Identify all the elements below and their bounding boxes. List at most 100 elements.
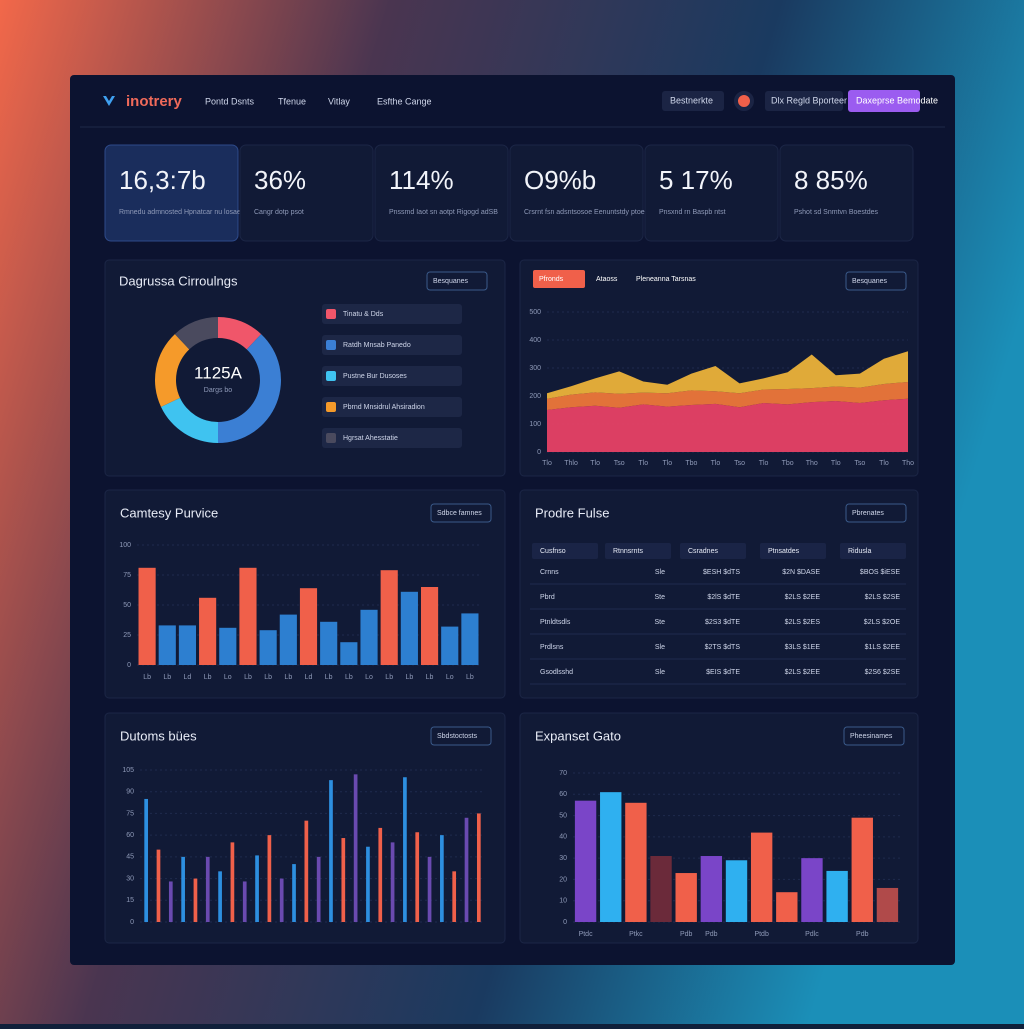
x-tick-label: Lb bbox=[345, 674, 353, 681]
primary-button-box[interactable] bbox=[848, 90, 920, 112]
bar bbox=[675, 873, 697, 922]
button[interactable]: Dlx Regld Bporteer bbox=[771, 95, 847, 105]
x-tick-label: Tbo bbox=[685, 460, 697, 467]
dropdown[interactable]: Pheesinames bbox=[850, 733, 893, 740]
button-box[interactable] bbox=[765, 91, 843, 111]
legend-label: Hgrsat Ahesstatie bbox=[343, 435, 398, 442]
x-tick-label: Lb bbox=[264, 674, 272, 681]
dropdown[interactable]: Pbrenates bbox=[852, 510, 884, 517]
dropdown-box[interactable] bbox=[430, 726, 492, 746]
x-tick-label: Tho bbox=[806, 460, 818, 467]
table-cell: Crnns bbox=[540, 569, 559, 576]
table-cell: Ste bbox=[654, 619, 665, 626]
donut-center-value: 1125A bbox=[194, 363, 243, 382]
bar bbox=[378, 827, 383, 922]
y-tick-label: 300 bbox=[529, 365, 541, 372]
dropdown[interactable]: Bestnerkte bbox=[670, 95, 713, 105]
nav-item[interactable]: Tfenue bbox=[278, 96, 306, 106]
dropdown-box[interactable] bbox=[426, 271, 488, 291]
kpi-label: Pnsxnd rn Baspb ntst bbox=[659, 209, 726, 216]
table-cell: $3LS $1EE bbox=[785, 644, 821, 651]
bar bbox=[218, 871, 222, 922]
bar bbox=[476, 813, 481, 922]
donut-center-label: Dargs bo bbox=[204, 387, 233, 394]
bar bbox=[420, 587, 439, 665]
x-tick-label: Ptdb bbox=[754, 931, 769, 938]
y-tick-label: 75 bbox=[126, 810, 134, 817]
y-tick-label: 30 bbox=[559, 855, 567, 862]
kpi-value: 16,3:7b bbox=[119, 165, 206, 195]
area bbox=[547, 382, 908, 410]
table-header-cell bbox=[605, 543, 671, 559]
x-tick-label: Tso bbox=[854, 460, 865, 467]
dropdown-box[interactable] bbox=[662, 91, 724, 111]
bar bbox=[181, 856, 185, 922]
y-tick-label: 90 bbox=[126, 789, 134, 796]
notification-icon[interactable] bbox=[734, 91, 754, 111]
bar bbox=[193, 878, 198, 922]
dropdown[interactable]: Sbdstoctosts bbox=[437, 733, 478, 740]
tab[interactable]: Pleneanna Tarsnas bbox=[636, 276, 696, 283]
table-header-cell bbox=[680, 543, 746, 559]
y-tick-label: 10 bbox=[559, 898, 567, 905]
bar bbox=[725, 860, 748, 922]
bar bbox=[366, 846, 370, 922]
y-tick-label: 200 bbox=[529, 393, 541, 400]
bar bbox=[242, 881, 247, 922]
tab[interactable]: Pfronds bbox=[539, 276, 564, 283]
chart-title: Dagrussa Cirroulngs bbox=[119, 273, 238, 288]
bar bbox=[390, 842, 395, 922]
table-cell: Ste bbox=[654, 594, 665, 601]
y-tick-label: 30 bbox=[126, 875, 134, 882]
kpi-value: 114% bbox=[389, 165, 454, 195]
y-tick-label: 70 bbox=[559, 770, 567, 777]
table-header-cell bbox=[760, 543, 826, 559]
bar bbox=[380, 570, 398, 665]
dropdown-box[interactable] bbox=[430, 503, 492, 523]
donut-segment bbox=[160, 397, 218, 443]
x-tick-label: Tlo bbox=[711, 460, 721, 467]
y-tick-label: 25 bbox=[123, 632, 131, 639]
kpi-label: Crsrnt fsn adsntsosoe Eenuntstdy ptoes p… bbox=[524, 209, 660, 216]
table-cell: Sle bbox=[655, 669, 665, 676]
primary-button[interactable]: Daxeprse Bemodate bbox=[856, 95, 938, 105]
dropdown-box[interactable] bbox=[845, 271, 907, 291]
dropdown[interactable]: Sdbce famnes bbox=[437, 510, 482, 517]
bar bbox=[415, 832, 420, 922]
nav-item[interactable]: Esfthe Cange bbox=[377, 96, 432, 106]
bar bbox=[168, 881, 173, 922]
x-tick-label: Pdb bbox=[705, 931, 718, 938]
bar bbox=[255, 855, 259, 922]
nav-item[interactable]: Pontd Dsnts bbox=[205, 96, 255, 106]
x-tick-label: Tso bbox=[734, 460, 745, 467]
bar bbox=[400, 591, 418, 665]
x-tick-label: Lb bbox=[244, 674, 252, 681]
nav-item[interactable]: Vitlay bbox=[328, 96, 350, 106]
dropdown[interactable]: Besquanes bbox=[852, 278, 888, 285]
legend-label: Tinatu & Dds bbox=[343, 311, 384, 318]
table-cell: $2TS $dTS bbox=[705, 644, 741, 651]
tab[interactable]: Ataoss bbox=[596, 276, 618, 283]
y-tick-label: 100 bbox=[119, 542, 131, 549]
bar bbox=[138, 567, 156, 665]
donut-segment bbox=[218, 317, 262, 350]
x-tick-label: Pdb bbox=[856, 931, 869, 938]
x-tick-label: Pdb bbox=[680, 931, 693, 938]
bar bbox=[259, 630, 277, 665]
bar bbox=[650, 856, 672, 922]
dropdown-box[interactable] bbox=[843, 726, 905, 746]
x-tick-label: Lb bbox=[204, 674, 212, 681]
x-tick-label: Tlo bbox=[638, 460, 648, 467]
table-cell: $2S6 $2SE bbox=[865, 669, 901, 676]
bar bbox=[199, 597, 217, 665]
table-cell: Sle bbox=[655, 644, 665, 651]
bar bbox=[239, 567, 257, 665]
bar bbox=[574, 800, 597, 922]
bar bbox=[440, 835, 444, 922]
dropdown[interactable]: Besquanes bbox=[433, 278, 469, 285]
tab-active[interactable] bbox=[533, 270, 585, 288]
bar bbox=[851, 817, 873, 922]
dropdown-box[interactable] bbox=[845, 503, 907, 523]
y-tick-label: 45 bbox=[126, 854, 134, 861]
y-tick-label: 0 bbox=[537, 449, 541, 456]
